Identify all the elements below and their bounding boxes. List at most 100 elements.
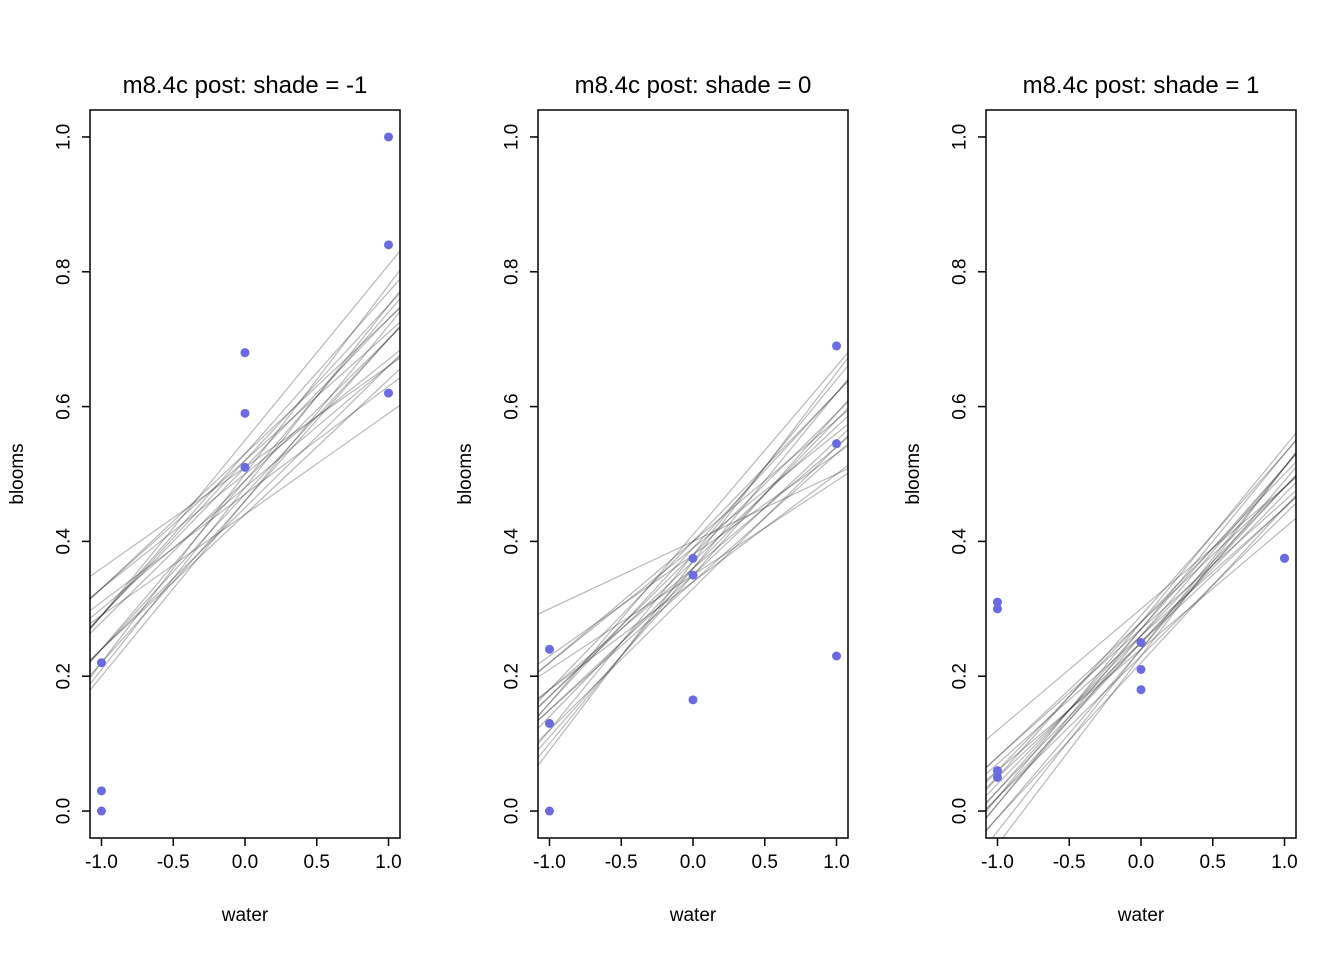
y-axis-label: blooms xyxy=(455,443,476,505)
x-tick-label: -1.0 xyxy=(981,852,1014,873)
posterior-line xyxy=(986,494,1296,831)
posterior-line xyxy=(986,476,1296,769)
posterior-line xyxy=(538,464,848,699)
panel-title: m8.4c post: shade = 1 xyxy=(1022,72,1260,99)
posterior-line xyxy=(90,311,400,691)
x-tick-label: -1.0 xyxy=(85,852,118,873)
posterior-line xyxy=(90,307,400,600)
plot-svg: -1.0 -0.5 0.0 0.5 1.0 0.0 0.2 0.4 0.6 0.8 1.0 xyxy=(950,109,1298,873)
posterior-line xyxy=(986,453,1296,805)
x-tick-label: -0.5 xyxy=(157,852,190,873)
data-point xyxy=(96,786,106,796)
data-point xyxy=(688,553,698,563)
posterior-line xyxy=(986,477,1296,741)
data-point xyxy=(992,597,1002,607)
y-tick-label: 0.6 xyxy=(950,393,971,419)
x-axis-label: water xyxy=(669,905,717,926)
data-point xyxy=(832,439,842,449)
y-tick-label: 0.6 xyxy=(502,393,523,419)
plot-box xyxy=(985,109,1297,839)
panel-title: m8.4c post: shade = 0 xyxy=(574,72,812,99)
x-tick-label: -1.0 xyxy=(533,852,566,873)
posterior-line xyxy=(986,461,1296,783)
data-point xyxy=(384,132,394,142)
y-tick-label: 0.2 xyxy=(950,663,971,689)
plot-svg: -1.0 -0.5 0.0 0.5 1.0 0.0 0.2 0.4 0.6 0.8 1.0 xyxy=(54,109,402,873)
panel-shade-minus-1: m8.4c post: shade = -1 -1.0 -0.5 0.0 0.5 1.0… xyxy=(0,0,448,960)
x-tick-label: 0.5 xyxy=(304,852,330,873)
posterior-line xyxy=(986,466,1296,832)
x-tick-label: 1.0 xyxy=(375,852,401,873)
data-point xyxy=(384,388,394,398)
posterior-line xyxy=(538,380,848,702)
x-tick-label: 1.0 xyxy=(1271,852,1297,873)
posterior-line xyxy=(90,326,400,663)
y-tick-label: 0.2 xyxy=(502,663,523,689)
posterior-line xyxy=(538,468,848,615)
data-point xyxy=(832,651,842,661)
posterior-line xyxy=(90,290,400,685)
x-tick-label: 0.0 xyxy=(680,852,706,873)
data-point xyxy=(544,806,554,816)
y-tick-label: 0.4 xyxy=(950,528,971,555)
posterior-line xyxy=(986,475,1296,797)
posterior-line xyxy=(90,250,400,630)
posterior-line xyxy=(986,497,1296,775)
data-point xyxy=(240,348,250,358)
posterior-line xyxy=(90,327,400,635)
posterior-line xyxy=(538,352,848,718)
x-tick-label: 0.0 xyxy=(1128,852,1154,873)
y-tick-label: 1.0 xyxy=(502,124,523,150)
posterior-line xyxy=(90,354,400,662)
data-point xyxy=(992,604,1002,614)
posterior-line xyxy=(538,436,848,700)
y-axis-label: blooms xyxy=(7,443,28,505)
y-tick-label: 0.8 xyxy=(502,259,523,285)
x-tick-label: 1.0 xyxy=(823,852,849,873)
posterior-line xyxy=(538,435,848,742)
posterior-line xyxy=(90,298,400,664)
posterior-line xyxy=(986,453,1296,819)
posterior-line xyxy=(538,380,848,716)
posterior-line xyxy=(90,325,400,677)
posterior-line xyxy=(90,368,400,661)
y-tick-label: 0.8 xyxy=(950,259,971,285)
data-point xyxy=(688,570,698,580)
data-point xyxy=(240,408,250,418)
posterior-line xyxy=(90,269,400,679)
data-point xyxy=(96,806,106,816)
data-point xyxy=(992,766,1002,776)
y-tick-label: 0.2 xyxy=(54,663,75,689)
y-tick-label: 1.0 xyxy=(950,124,971,150)
posterior-line xyxy=(90,278,400,629)
posterior-line xyxy=(538,423,848,673)
posterior-line xyxy=(538,378,848,759)
data-point xyxy=(688,695,698,705)
posterior-line xyxy=(1001,451,1296,838)
posterior-line xyxy=(90,404,400,625)
data-point xyxy=(96,658,106,668)
x-axis-label: water xyxy=(1117,905,1165,926)
posterior-line xyxy=(538,443,848,721)
posterior-line xyxy=(90,321,400,600)
posterior-line xyxy=(90,292,400,629)
posterior-line xyxy=(986,517,1296,781)
y-tick-label: 0.4 xyxy=(54,528,75,555)
posterior-line xyxy=(991,452,1296,838)
y-tick-label: 0.0 xyxy=(950,798,971,824)
y-tick-label: 0.0 xyxy=(502,798,523,824)
y-tick-label: 0.4 xyxy=(502,528,523,555)
posterior-line xyxy=(90,349,400,599)
data-point xyxy=(384,240,394,250)
panel-shade-plus-1: m8.4c post: shade = 1 -1.0 -0.5 0.0 0.5 1.0 0… xyxy=(896,0,1344,960)
posterior-line xyxy=(986,490,1296,768)
posterior-line xyxy=(986,440,1296,791)
x-tick-label: -0.5 xyxy=(1053,852,1086,873)
y-axis-label: blooms xyxy=(903,443,924,505)
data-point xyxy=(1136,638,1146,648)
x-tick-label: 0.0 xyxy=(232,852,258,873)
data-point xyxy=(544,644,554,654)
data-point xyxy=(1136,685,1146,695)
x-tick-label: 0.5 xyxy=(752,852,778,873)
y-tick-label: 0.6 xyxy=(54,393,75,419)
